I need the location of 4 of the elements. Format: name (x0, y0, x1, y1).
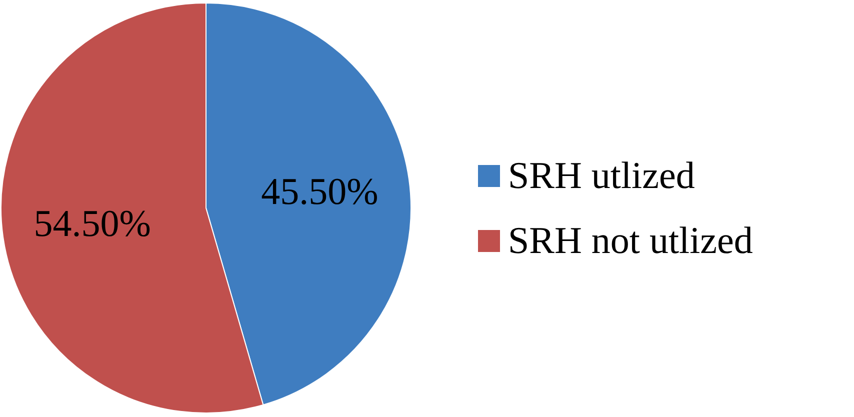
data-label: 54.50% (34, 203, 151, 246)
legend-label: SRH utlized (508, 155, 695, 197)
data-label: 45.50% (261, 170, 378, 213)
legend-label: SRH not utlized (508, 220, 753, 262)
